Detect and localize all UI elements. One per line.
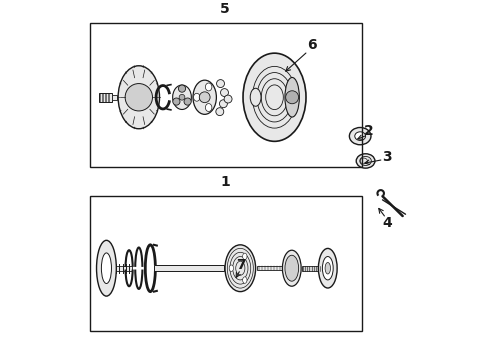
Circle shape: [178, 85, 186, 92]
Circle shape: [184, 98, 191, 105]
Text: 2: 2: [364, 125, 374, 139]
Ellipse shape: [285, 77, 299, 117]
Ellipse shape: [355, 132, 366, 140]
Ellipse shape: [322, 257, 333, 280]
Ellipse shape: [194, 93, 200, 101]
Ellipse shape: [250, 88, 261, 106]
Bar: [112, 95, 117, 100]
Ellipse shape: [172, 85, 192, 109]
Ellipse shape: [285, 255, 298, 281]
Circle shape: [173, 98, 180, 105]
Circle shape: [286, 91, 298, 104]
Circle shape: [199, 92, 210, 103]
Ellipse shape: [356, 154, 375, 168]
Bar: [257, 266, 285, 270]
Ellipse shape: [243, 277, 247, 283]
Ellipse shape: [325, 262, 330, 274]
Ellipse shape: [205, 104, 212, 112]
Ellipse shape: [225, 245, 256, 292]
Ellipse shape: [193, 80, 217, 114]
Text: 5: 5: [220, 2, 230, 16]
Circle shape: [220, 89, 228, 96]
Bar: [302, 266, 321, 271]
Ellipse shape: [282, 250, 301, 286]
Bar: [116, 266, 132, 271]
Bar: [90, 23, 362, 167]
Ellipse shape: [349, 127, 371, 145]
Text: 1: 1: [220, 175, 230, 189]
Ellipse shape: [101, 253, 111, 284]
Bar: [154, 265, 224, 271]
Ellipse shape: [318, 248, 337, 288]
Text: 7: 7: [237, 258, 246, 271]
Ellipse shape: [205, 83, 212, 91]
Circle shape: [125, 84, 152, 111]
Circle shape: [217, 80, 224, 87]
Text: 4: 4: [382, 216, 392, 230]
Circle shape: [216, 108, 224, 116]
Circle shape: [179, 94, 185, 100]
Ellipse shape: [243, 253, 247, 260]
Text: 6: 6: [307, 38, 317, 52]
Ellipse shape: [243, 53, 306, 141]
Bar: [90, 196, 362, 331]
Circle shape: [224, 95, 232, 103]
Text: 3: 3: [382, 150, 392, 164]
Circle shape: [220, 100, 227, 108]
Ellipse shape: [118, 66, 160, 129]
Ellipse shape: [97, 240, 116, 296]
Ellipse shape: [229, 265, 233, 271]
Bar: [99, 93, 112, 102]
